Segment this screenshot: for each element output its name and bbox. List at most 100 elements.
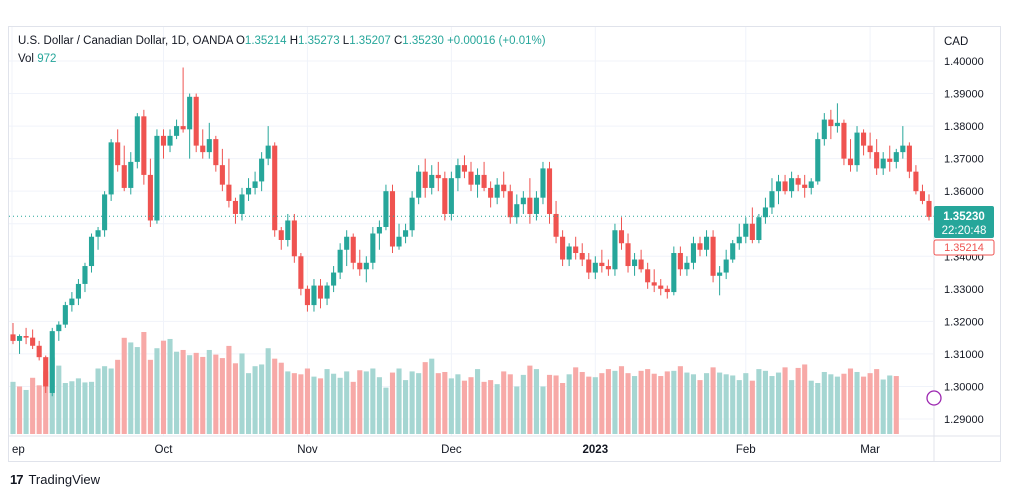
candle-body (265, 145, 271, 159)
volume-bar (56, 365, 62, 434)
volume-indicator-icon[interactable] (926, 390, 942, 406)
volume-bar (461, 380, 468, 434)
candle-body (874, 152, 880, 169)
candle-body (651, 282, 657, 286)
last-price-badge (934, 206, 994, 238)
volume-bar (416, 373, 422, 434)
volume-bar (815, 383, 821, 434)
candle-body (416, 171, 422, 198)
candle-body (671, 253, 677, 293)
candle-body (664, 288, 670, 293)
footer: 17 TradingView (10, 472, 100, 487)
volume-bar (455, 374, 461, 434)
candle-body (357, 262, 363, 270)
volume-bar (703, 373, 710, 434)
volume-bar (468, 377, 474, 434)
grid (9, 27, 933, 436)
volume-bar (494, 384, 500, 434)
change-value: +0.00016 (+0.01%) (447, 35, 546, 47)
volume-bar (134, 347, 140, 434)
volume-bar (435, 373, 441, 434)
time-tick-label: Mar (860, 444, 880, 456)
candle-body (789, 178, 795, 192)
volume-bar (645, 369, 651, 434)
candle-body (115, 142, 121, 166)
tradingview-logo-icon[interactable]: 17 (10, 472, 24, 487)
volume-bar (789, 380, 795, 434)
volume-bar (553, 375, 559, 434)
volume-bar (252, 366, 258, 434)
volume-bar (376, 377, 382, 434)
candle-body (213, 139, 219, 166)
candle-body (160, 135, 167, 146)
candle-body (226, 184, 232, 201)
candle-body (232, 200, 239, 214)
candle-body (586, 259, 592, 273)
volume-bar (533, 369, 539, 434)
candle-body (272, 145, 278, 231)
volume-bar (540, 386, 546, 434)
volume-bar (311, 376, 317, 434)
volume-bar (481, 381, 487, 434)
volume-bar (664, 371, 670, 434)
time-tick-label: ep (12, 444, 25, 456)
volume-bar (245, 373, 252, 434)
candle-body (128, 161, 134, 188)
candle-body (108, 142, 114, 195)
candle-body (658, 285, 664, 289)
price-tick-label: 1.40000 (944, 56, 984, 68)
candle-body (43, 357, 49, 387)
candle-body (605, 266, 611, 270)
candle-body (245, 187, 252, 195)
volume-bar (887, 375, 893, 434)
candle-body (501, 184, 507, 192)
volume-bar (756, 369, 762, 434)
candle-body (867, 145, 873, 153)
volume-bar (874, 369, 880, 434)
candle-body (16, 336, 23, 341)
volume-bar (285, 371, 291, 434)
candle-body (893, 152, 899, 162)
candles (10, 67, 932, 397)
volume-bar (592, 377, 598, 434)
volume-bar (618, 366, 625, 434)
candle-body (350, 236, 356, 263)
volume-bar (867, 373, 873, 434)
brand-label[interactable]: TradingView (28, 472, 101, 487)
candle-body (645, 269, 651, 283)
low-label: L (342, 35, 350, 47)
volume-bar (821, 371, 827, 434)
candle-body (913, 171, 919, 192)
volume-bar (317, 378, 324, 434)
candle-body (861, 132, 867, 146)
time-tick-label: Oct (155, 444, 174, 456)
candle-body (494, 184, 500, 198)
candle-body (396, 236, 402, 247)
volume-bar (677, 366, 683, 434)
volume-bar (834, 376, 840, 434)
candle-body (684, 262, 690, 270)
volume-bar (546, 374, 553, 434)
candle-body (219, 165, 225, 185)
volume-bar (180, 349, 186, 434)
candle-body (147, 174, 153, 221)
candle-body (520, 197, 526, 205)
volume-bar (147, 359, 153, 434)
close-value: 1.35230 (402, 35, 444, 47)
volume-bar (488, 380, 494, 434)
volume-bar (259, 364, 265, 434)
candle-body (769, 191, 775, 208)
volume-bar (160, 340, 167, 434)
chart-frame[interactable] (8, 26, 1001, 462)
volume-bar (16, 386, 23, 434)
volume-bar (507, 374, 513, 434)
high-value: 1.35273 (298, 35, 340, 47)
volume-bar (854, 371, 860, 434)
high-label: H (289, 35, 299, 47)
candle-body (834, 122, 840, 127)
volume-bar (219, 358, 225, 434)
volume-bar (560, 383, 566, 434)
volume-bar (108, 368, 114, 434)
time-tick-label: Dec (441, 444, 462, 456)
